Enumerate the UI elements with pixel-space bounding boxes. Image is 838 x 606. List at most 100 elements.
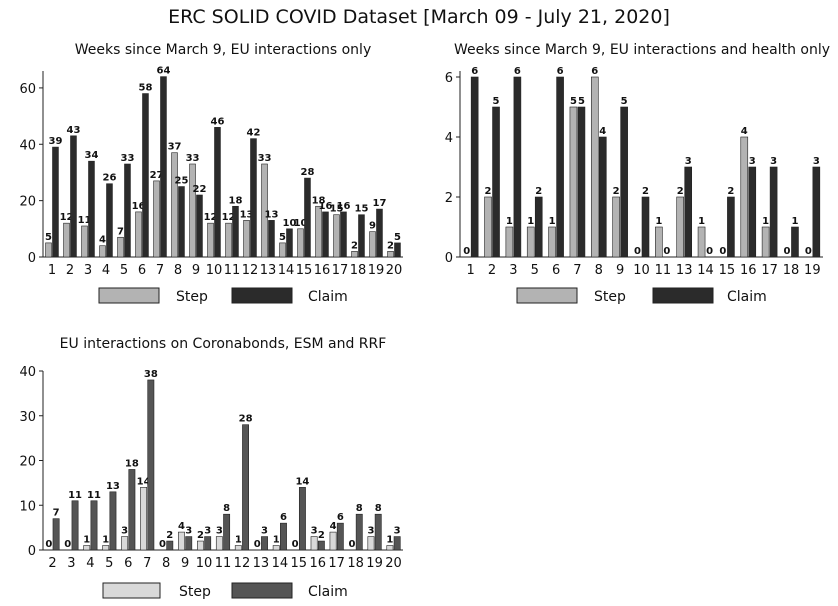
claim-data-label: 5 — [394, 232, 401, 243]
x-tick-label: 15 — [291, 556, 308, 571]
step-data-label: 0 — [463, 246, 470, 257]
x-tick-label: 10 — [196, 556, 213, 571]
claim-bar — [106, 183, 113, 258]
step-bar — [526, 226, 535, 258]
claim-data-label: 33 — [121, 153, 135, 164]
claim-data-label: 17 — [373, 198, 387, 209]
step-data-label: 5 — [45, 232, 52, 243]
x-tick-label: 15 — [296, 263, 313, 278]
step-bar — [387, 251, 394, 258]
y-tick-label: 0 — [28, 544, 36, 559]
claim-data-label: 3 — [685, 156, 692, 167]
step-data-label: 2 — [387, 240, 394, 251]
step-data-label: 3 — [367, 526, 374, 537]
step-bar — [697, 226, 706, 258]
claim-data-label: 5 — [621, 96, 628, 107]
claim-data-label: 39 — [49, 136, 63, 147]
x-tick-label: 2 — [488, 263, 496, 278]
step-bar — [655, 226, 663, 258]
claim-data-label: 15 — [355, 204, 369, 215]
claim-bar — [534, 196, 543, 258]
claim-bar — [393, 536, 401, 551]
step-data-label: 1 — [655, 216, 662, 227]
claim-data-label: 42 — [247, 128, 261, 139]
step-bar — [386, 545, 394, 551]
claim-data-label: 3 — [749, 156, 756, 167]
claim-bar — [304, 177, 311, 258]
step-data-label: 3 — [311, 526, 318, 537]
claim-data-label: 2 — [535, 186, 542, 197]
x-tick-label: 20 — [385, 556, 402, 571]
claim-bar — [196, 194, 203, 258]
x-tick-label: 6 — [138, 263, 146, 278]
step-data-label: 0 — [719, 246, 726, 257]
claim-data-label: 2 — [727, 186, 734, 197]
step-data-label: 4 — [741, 126, 748, 137]
step-data-label: 2 — [197, 530, 204, 541]
step-data-label: 10 — [294, 218, 308, 229]
x-tick-label: 19 — [804, 263, 821, 278]
step-data-label: 1 — [235, 535, 242, 546]
claim-bar — [280, 522, 287, 551]
x-tick-label: 16 — [740, 263, 757, 278]
step-bar — [140, 487, 148, 551]
claim-data-label: 26 — [103, 173, 117, 184]
figure-title: ERC SOLID COVID Dataset [March 09 - July… — [168, 6, 670, 28]
step-bar — [590, 76, 599, 258]
claim-data-label: 6 — [471, 66, 478, 77]
claim-bar — [166, 540, 174, 551]
claim-bar — [322, 211, 329, 258]
x-tick-label: 20 — [386, 263, 403, 278]
step-bar — [207, 222, 214, 258]
step-bar — [329, 531, 337, 551]
claim-bar — [812, 166, 821, 258]
x-tick-label: 18 — [350, 263, 367, 278]
y-tick-label: 20 — [19, 195, 36, 210]
claim-bar — [286, 228, 293, 258]
step-data-label: 2 — [677, 186, 684, 197]
y-tick-label: 2 — [445, 191, 453, 206]
x-tick-label: 5 — [105, 556, 113, 571]
claim-data-label: 18 — [125, 458, 139, 469]
step-data-label: 5 — [570, 96, 577, 107]
step-data-label: 0 — [45, 539, 52, 550]
step-data-label: 0 — [783, 246, 790, 257]
step-bar — [102, 545, 110, 551]
step-bar — [178, 531, 185, 551]
step-bar — [171, 152, 178, 258]
claim-bar — [727, 196, 735, 258]
claim-bar — [513, 76, 522, 258]
claim-data-label: 11 — [68, 490, 82, 501]
claim-bar — [556, 76, 564, 258]
step-data-label: 12 — [60, 212, 74, 223]
legend-claim-swatch — [231, 582, 293, 599]
x-tick-label: 1 — [48, 263, 56, 278]
step-data-label: 1 — [273, 535, 280, 546]
claim-data-label: 6 — [280, 512, 287, 523]
legend-step-label: Step — [594, 289, 626, 305]
step-bar — [189, 163, 196, 258]
claim-data-label: 4 — [599, 126, 606, 137]
step-bar — [261, 163, 268, 258]
claim-bar — [376, 208, 383, 258]
claim-data-label: 58 — [139, 83, 153, 94]
step-bar — [279, 242, 286, 258]
step-bar — [333, 214, 340, 258]
x-tick-label: 10 — [206, 263, 223, 278]
step-bar — [272, 545, 280, 551]
legend-claim-swatch — [652, 287, 714, 304]
step-bar — [315, 205, 322, 258]
claim-bar — [232, 205, 239, 258]
claim-bar — [298, 487, 306, 551]
step-data-label: 1 — [549, 216, 556, 227]
x-tick-label: 17 — [328, 556, 345, 571]
panel-1-title: Weeks since March 9, EU interactions onl… — [74, 42, 372, 58]
claim-data-label: 3 — [813, 156, 820, 167]
step-bar — [676, 196, 685, 258]
claim-data-label: 2 — [642, 186, 649, 197]
claim-data-label: 3 — [185, 526, 192, 537]
claim-data-label: 64 — [157, 66, 171, 77]
x-tick-label: 13 — [253, 556, 270, 571]
x-tick-label: 5 — [120, 263, 128, 278]
step-data-label: 0 — [159, 539, 166, 550]
